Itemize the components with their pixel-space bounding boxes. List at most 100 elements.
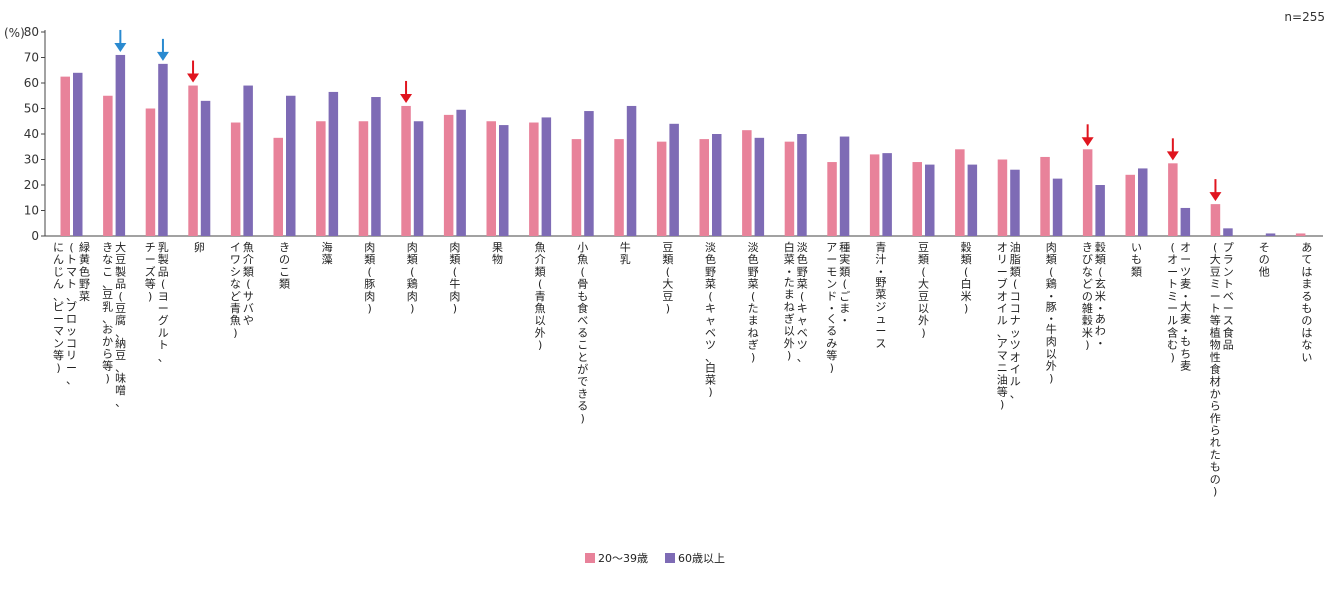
bar-age-60-plus [626,105,637,236]
y-tick-label: 80 [24,25,39,39]
arrow-head [187,73,200,83]
bar-age-20-39 [571,139,582,236]
bar-age-60-plus [967,164,978,236]
bar-age-20-39 [699,139,709,236]
bar-age-20-39 [1295,233,1306,236]
annotation-arrow [114,29,127,52]
annotation-arrow [1166,138,1179,161]
category-label: あてはまるものはない [1301,241,1312,364]
category-label-line: 牛乳 [620,240,631,266]
bar-age-60-plus [286,95,296,236]
y-axis-unit: (%) [4,26,25,40]
category-label-line: 豆類(大豆以外) [918,241,929,339]
bar-age-60-plus [584,111,594,236]
category-label-line: 肉類(牛肉) [449,241,460,315]
category-label-line: 緑黄色野菜 [79,240,90,303]
category-labels: 緑黄色野菜(トマト、ブロッコリー、にんじん、ピーマン等) 大豆製品(豆腐、納豆、味… [53,240,1312,498]
bar-age-60-plus [328,91,339,236]
legend-item: 60歳以上 [665,552,725,565]
annotation-arrow [400,80,413,103]
arrow-head [114,42,127,52]
bar-age-60-plus [1138,168,1148,236]
y-tick-label: 10 [24,204,39,218]
bar-age-20-39 [443,114,454,236]
bar-age-60-plus [243,85,253,236]
category-label-line: きのこ類 [279,241,290,291]
category-label-line: アーモンド・くるみ等) [826,241,837,374]
category-label: 肉類(牛肉) [449,241,460,315]
category-label-line: 海藻 [322,240,333,266]
bar-age-20-39 [742,130,752,236]
category-label: 魚介類(青魚以外) [535,241,546,352]
legend-swatch [665,553,675,563]
bar-age-60-plus [669,123,679,236]
category-label-line: あてはまるものはない [1301,241,1312,364]
category-label: 大豆製品(豆腐、納豆、味噌、きなこ、豆乳、おから等) [102,240,126,409]
bar-age-60-plus [158,63,168,236]
category-label: 肉類(豚肉) [364,241,375,315]
category-label-line: にんじん、ピーマン等) [53,241,64,374]
category-label-line: 果物 [492,241,503,266]
bar-age-20-39 [103,95,113,236]
category-label-line: いも類 [1131,241,1142,278]
bar-age-20-39 [230,122,241,236]
bar-age-20-39 [784,141,795,236]
category-label-line: オーツ麦・大麦・もち麦 [1180,241,1191,373]
sample-size-note: n=255 [1284,10,1325,24]
legend-label: 20〜39歳 [598,552,648,565]
bar-age-20-39 [316,121,326,236]
category-label-line: 肉類(豚肉) [364,241,375,315]
category-label: 肉類(鶏・豚・牛肉以外) [1046,241,1057,385]
bar-age-60-plus [1095,185,1105,236]
arrow-head [156,51,169,61]
bar-age-60-plus [712,134,722,236]
category-label-line: 小魚(骨も食べることができる) [577,241,588,425]
category-label-line: 油脂類(ココナッツオイル、 [1010,240,1021,400]
category-label: オーツ麦・大麦・もち麦(オートミール含む) [1167,241,1191,373]
legend-swatch [585,553,595,563]
y-tick-label: 20 [24,178,39,192]
bar-age-60-plus [925,164,935,236]
category-label: 淡色野菜(キャベツ、白菜) [705,241,716,399]
bar-age-60-plus [1180,207,1191,236]
category-label-line: 淡色野菜(キャベツ、 [797,241,808,364]
bar-age-20-39 [827,162,837,236]
y-tick-label: 30 [24,153,39,167]
bar-age-20-39 [358,121,369,236]
bars [60,54,1306,237]
bar-age-20-39 [273,137,283,236]
category-label: 緑黄色野菜(トマト、ブロッコリー、にんじん、ピーマン等) [53,240,90,387]
category-label: 油脂類(ココナッツオイル、オリーブオイル、アマニ油等) [997,240,1021,411]
annotation-arrow [187,60,200,83]
bar-age-60-plus [73,72,83,236]
bar-age-20-39 [656,141,667,236]
bar-age-20-39 [486,121,496,236]
y-tick-label: 70 [24,51,39,65]
category-label: 穀類(白米) [961,241,972,315]
annotation-arrow [1081,124,1094,147]
category-label-line: その他 [1259,241,1270,278]
bar-age-20-39 [60,76,70,236]
category-label: 豆類(大豆) [662,241,673,315]
category-label-line: 肉類(鶏・豚・牛肉以外) [1046,241,1057,385]
bar-age-20-39 [529,122,539,236]
category-label-line: 淡色野菜(キャベツ、白菜) [705,241,716,399]
bar-age-60-plus [1052,178,1063,236]
category-label-line: 魚介類(サバや [243,241,254,327]
category-label: 種実類(ごま・アーモンド・くるみ等) [826,240,850,374]
category-label: 淡色野菜(たまねぎ) [748,241,759,364]
bar-age-60-plus [797,134,807,236]
category-label-line: 穀類(白米) [961,241,972,315]
bar-age-20-39 [1082,149,1093,236]
category-label: 卵 [194,241,205,254]
bar-age-20-39 [145,108,156,236]
category-label: 豆類(大豆以外) [918,241,929,339]
category-label-line: 大豆製品(豆腐、納豆、味噌、 [115,240,126,409]
category-label: 青汁・野菜ジュース [875,241,886,350]
bar-age-60-plus [456,109,466,236]
category-label: 果物 [492,241,503,266]
arrow-head [1209,192,1222,202]
category-label-line: オリーブオイル、アマニ油等) [997,241,1008,411]
bar-age-20-39 [912,162,922,236]
category-label: 海藻 [322,240,333,266]
